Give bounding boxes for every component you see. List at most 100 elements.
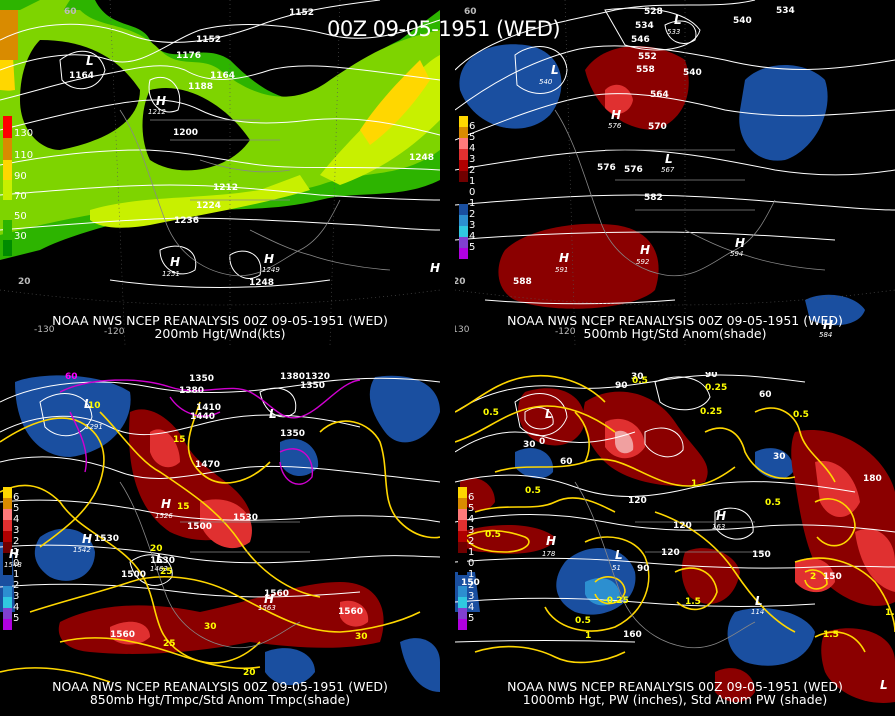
contour-label: 1500 [121,570,147,580]
colorbar-label: 5 [13,613,20,624]
contour-label: 90 [637,564,650,574]
colorbar-label: 5 [468,503,475,514]
high-center-value: 1251 [162,270,180,278]
high-center: H [430,261,440,275]
panel-caption-source: NOAA NWS NCEP REANALYSIS 00Z 09-05-1951 … [507,313,843,328]
panel-caption-source: NOAA NWS NCEP REANALYSIS 00Z 09-05-1951 … [507,679,843,694]
low-center: L [84,397,92,411]
colorbar-label: 0 [13,558,20,569]
contour-label: 1560 [338,607,364,617]
contour-label: 576 [597,163,616,173]
pw-label: 0.5 [485,530,501,540]
high-center-value: 1526 [155,512,173,520]
colorbar-anomaly [459,116,468,259]
colorbar-label: 4 [13,514,20,525]
map-850mb [0,375,440,692]
temp-label: 30 [204,622,217,632]
contour-label: 546 [631,35,650,45]
colorbar-label: 4 [468,514,475,525]
high-center: H [82,532,93,546]
colorbar-label: 50 [14,211,27,222]
colorbar-label: 2 [468,536,475,547]
contour-label: 1470 [195,460,221,470]
contour-label: 180 [863,474,882,484]
colorbar-label: 6 [469,121,476,132]
colorbar-label: 5 [469,242,476,253]
low-center: L [674,13,682,27]
low-center: L [755,594,763,608]
contour-label: 1164 [69,71,95,81]
temp-label: 25 [163,639,176,649]
temp-label: 25 [160,567,173,577]
colorbar-label: 110 [14,150,34,161]
high-center-value: 591 [555,266,569,274]
contour-label: 30 [773,452,786,462]
low-center: L [545,407,553,421]
colorbar-label: 4 [13,602,20,613]
high-center: H [9,547,20,561]
colorbar-label: 6 [13,492,20,503]
contour-label: 576 [624,165,643,175]
high-center: H [735,236,746,250]
lon-label: -130 [34,325,55,335]
colorbar-label: 2 [13,580,20,591]
contour-label: 1248 [409,153,435,163]
low-center-value: 1463 [150,565,168,573]
pw-label: 1 [585,631,592,641]
contour-label: 90 [615,381,628,391]
contour-label: 90 [705,372,718,380]
panel-200mb: 130 110 90 70 50 30 1152 1152 1176 1164 … [0,0,440,345]
high-center: H [611,108,622,122]
contour-label: 1152 [289,8,315,18]
colorbar-label: 3 [13,525,20,536]
contour-label: 1164 [210,71,236,81]
contour-label: 534 [776,6,795,16]
colorbar-label: 3 [468,525,475,536]
low-center-value: 114 [751,608,765,616]
map-200mb [0,0,440,345]
colorbar-label: 1 [468,547,475,558]
temp-label: 20 [243,668,256,678]
pw-label: 0.5 [793,410,809,420]
panel-1000mb: 6 5 4 3 2 1 0 1 2 3 4 5 30 90 90 60 30 0… [455,372,895,716]
pw-label: 0.5 [632,376,648,386]
contour-label: 30 [523,440,536,450]
contour-label: 60 [759,390,772,400]
contour-label: 540 [733,16,752,26]
colorbar-label: 3 [469,220,476,231]
contour-label: 1176 [176,51,202,61]
colorbar-label: 0 [468,558,475,569]
pw-label: 0.25 [705,383,728,393]
contour-label: 1500 [187,522,213,532]
low-center: L [665,152,673,166]
contour-label: 528 [644,7,663,17]
contour-label: 1200 [173,128,199,138]
lat-label: 60 [65,372,78,382]
pw-label: 1.5 [885,608,895,618]
high-center: H [156,94,167,108]
contour-label: 1224 [196,201,222,211]
low-center: L [880,678,888,692]
panel-500mb: 6 5 4 3 2 1 0 1 2 3 4 5 534 528 540 534 … [455,0,895,345]
map-1000mb [455,374,895,703]
colorbar-label: 1 [468,569,475,580]
colorbar-label: 3 [13,591,20,602]
colorbar-label: 4 [469,143,476,154]
low-center: L [86,54,94,68]
high-center-value: 1249 [262,266,280,274]
high-center-value: 1563 [258,604,276,612]
high-center: H [546,534,557,548]
colorbar-label: 5 [13,503,20,514]
high-center: H [170,255,181,269]
pw-label: -0.25 [603,596,629,606]
contour-label: 1530 [233,513,259,523]
contour-label: 570 [648,122,667,132]
colorbar-label: 1 [13,547,20,558]
contour-label: 0 [539,437,546,447]
contour-label: 1380 [179,386,205,396]
high-center: H [823,318,834,332]
colorbar-label: 5 [469,132,476,143]
contour-label: 1212 [213,183,239,193]
lat-label: 60 [464,7,477,17]
contour-label: 1152 [196,35,222,45]
